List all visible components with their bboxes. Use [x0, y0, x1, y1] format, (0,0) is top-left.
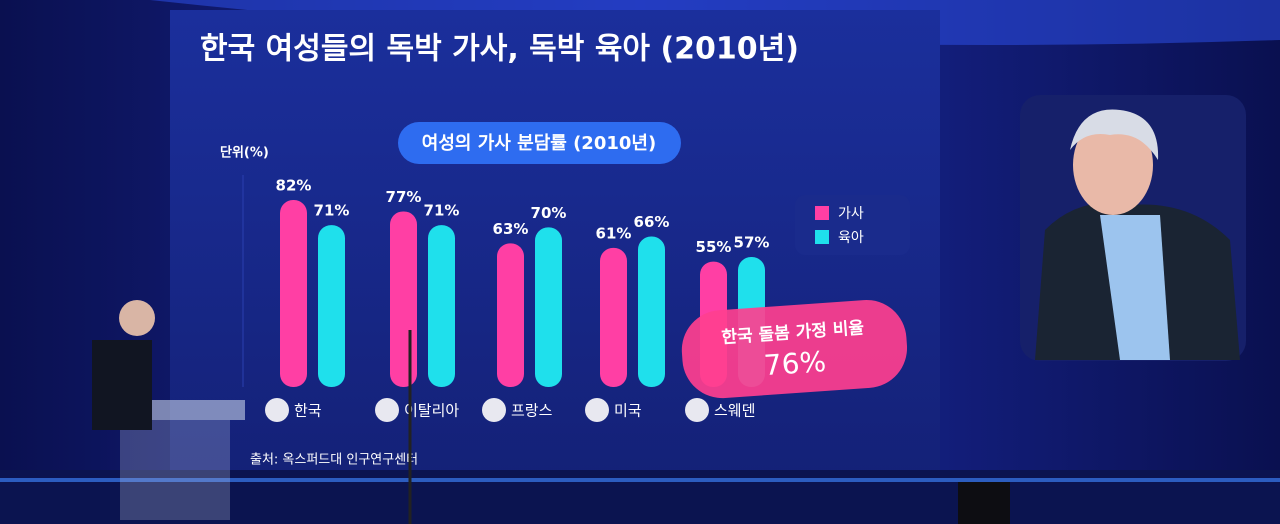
bar	[390, 211, 417, 387]
speaker-hair	[1070, 109, 1159, 160]
flag	[482, 398, 506, 422]
legend-box	[795, 195, 910, 255]
value-label: 55%	[696, 238, 732, 256]
stage-light	[0, 478, 1280, 482]
annotation-value: 76%	[763, 345, 827, 382]
source: 출처: 옥스퍼드대 인구연구센터	[250, 453, 418, 468]
flag	[685, 398, 709, 422]
value-label: 71%	[424, 202, 460, 220]
podium-speaker-head	[119, 300, 155, 336]
bar	[535, 227, 562, 387]
podium	[120, 420, 230, 520]
x-tick-label: 한국	[294, 402, 322, 420]
speaker-shirt	[1100, 215, 1170, 360]
bar	[280, 200, 307, 387]
value-label: 70%	[531, 204, 567, 222]
legend-swatch	[815, 206, 829, 220]
bar	[497, 243, 524, 387]
speaker-face	[1073, 115, 1153, 215]
podium-speaker	[92, 340, 152, 430]
value-label: 63%	[493, 220, 529, 238]
unit-label: 단위(%)	[220, 145, 269, 161]
legend-label: 육아	[838, 230, 864, 246]
bar	[638, 236, 665, 387]
annotation-box	[681, 299, 908, 399]
x-tick-label: 미국	[614, 402, 642, 420]
x-tick-label: 이탈리아	[404, 402, 459, 420]
legend-label: 가사	[838, 206, 864, 222]
stage-monitor	[958, 482, 1010, 524]
bar	[600, 247, 627, 387]
flag	[265, 398, 289, 422]
chart-subtitle: 여성의 가사 분담률 (2010년)	[422, 133, 656, 154]
legend-swatch	[815, 230, 829, 244]
value-label: 57%	[734, 234, 770, 252]
value-label: 77%	[386, 188, 422, 206]
bar	[318, 225, 345, 387]
x-tick-label: 스웨덴	[714, 402, 755, 420]
value-label: 61%	[596, 224, 632, 242]
subtitle-pill	[398, 122, 681, 164]
flag	[585, 398, 609, 422]
flag	[375, 398, 399, 422]
value-label: 82%	[276, 177, 312, 195]
chart-title: 한국 여성들의 독박 가사, 독박 육아 (2010년)	[200, 32, 799, 67]
bar	[428, 225, 455, 387]
x-tick-label: 프랑스	[511, 402, 553, 420]
value-label: 71%	[314, 202, 350, 220]
value-label: 66%	[634, 213, 670, 231]
